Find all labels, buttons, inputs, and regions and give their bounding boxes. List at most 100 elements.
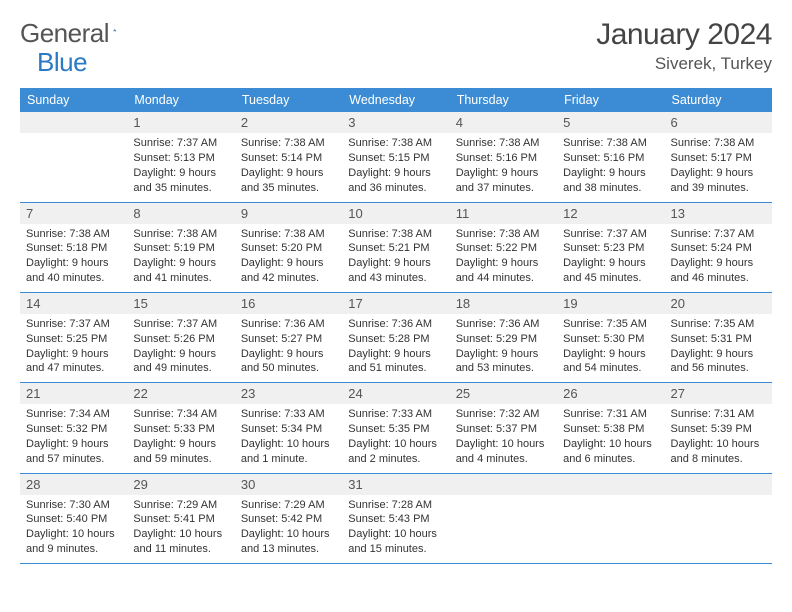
day-number: 7 [20, 203, 127, 224]
calendar-day-cell [20, 112, 127, 202]
day-number: 29 [127, 474, 234, 495]
day-number: 28 [20, 474, 127, 495]
calendar-day-cell: 5Sunrise: 7:38 AMSunset: 5:16 PMDaylight… [557, 112, 664, 202]
day-info: Sunrise: 7:35 AMSunset: 5:31 PMDaylight:… [665, 314, 772, 382]
day-number: 13 [665, 203, 772, 224]
calendar-week-row: 14Sunrise: 7:37 AMSunset: 5:25 PMDayligh… [20, 292, 772, 382]
calendar-day-cell: 30Sunrise: 7:29 AMSunset: 5:42 PMDayligh… [235, 473, 342, 563]
day-info: Sunrise: 7:34 AMSunset: 5:32 PMDaylight:… [20, 404, 127, 472]
calendar-day-cell: 16Sunrise: 7:36 AMSunset: 5:27 PMDayligh… [235, 292, 342, 382]
day-number: 1 [127, 112, 234, 133]
day-info: Sunrise: 7:38 AMSunset: 5:21 PMDaylight:… [342, 224, 449, 292]
day-number: 30 [235, 474, 342, 495]
logo-text-general: General [20, 18, 109, 49]
day-number: 11 [450, 203, 557, 224]
day-number: 6 [665, 112, 772, 133]
day-info: Sunrise: 7:35 AMSunset: 5:30 PMDaylight:… [557, 314, 664, 382]
calendar-day-cell: 3Sunrise: 7:38 AMSunset: 5:15 PMDaylight… [342, 112, 449, 202]
calendar-week-row: 21Sunrise: 7:34 AMSunset: 5:32 PMDayligh… [20, 383, 772, 473]
logo: General [20, 18, 137, 49]
calendar-day-cell: 28Sunrise: 7:30 AMSunset: 5:40 PMDayligh… [20, 473, 127, 563]
calendar-day-cell [557, 473, 664, 563]
day-info: Sunrise: 7:36 AMSunset: 5:27 PMDaylight:… [235, 314, 342, 382]
calendar-day-cell: 20Sunrise: 7:35 AMSunset: 5:31 PMDayligh… [665, 292, 772, 382]
day-number: 9 [235, 203, 342, 224]
day-info: Sunrise: 7:29 AMSunset: 5:41 PMDaylight:… [127, 495, 234, 563]
weekday-header: Saturday [665, 88, 772, 112]
empty-day-number [557, 474, 664, 495]
day-info: Sunrise: 7:38 AMSunset: 5:14 PMDaylight:… [235, 133, 342, 201]
calendar-day-cell: 1Sunrise: 7:37 AMSunset: 5:13 PMDaylight… [127, 112, 234, 202]
calendar-header-row: SundayMondayTuesdayWednesdayThursdayFrid… [20, 88, 772, 112]
day-info: Sunrise: 7:37 AMSunset: 5:26 PMDaylight:… [127, 314, 234, 382]
day-number: 4 [450, 112, 557, 133]
day-info: Sunrise: 7:34 AMSunset: 5:33 PMDaylight:… [127, 404, 234, 472]
day-info: Sunrise: 7:31 AMSunset: 5:38 PMDaylight:… [557, 404, 664, 472]
empty-day-number [450, 474, 557, 495]
weekday-header: Monday [127, 88, 234, 112]
day-number: 14 [20, 293, 127, 314]
calendar-day-cell: 31Sunrise: 7:28 AMSunset: 5:43 PMDayligh… [342, 473, 449, 563]
empty-day-number [20, 112, 127, 133]
weekday-header: Wednesday [342, 88, 449, 112]
day-info: Sunrise: 7:33 AMSunset: 5:34 PMDaylight:… [235, 404, 342, 472]
day-number: 22 [127, 383, 234, 404]
calendar-day-cell: 23Sunrise: 7:33 AMSunset: 5:34 PMDayligh… [235, 383, 342, 473]
day-info: Sunrise: 7:38 AMSunset: 5:15 PMDaylight:… [342, 133, 449, 201]
day-number: 15 [127, 293, 234, 314]
calendar-day-cell: 26Sunrise: 7:31 AMSunset: 5:38 PMDayligh… [557, 383, 664, 473]
day-info: Sunrise: 7:30 AMSunset: 5:40 PMDaylight:… [20, 495, 127, 563]
calendar-day-cell: 17Sunrise: 7:36 AMSunset: 5:28 PMDayligh… [342, 292, 449, 382]
day-info: Sunrise: 7:38 AMSunset: 5:17 PMDaylight:… [665, 133, 772, 201]
calendar-week-row: 7Sunrise: 7:38 AMSunset: 5:18 PMDaylight… [20, 202, 772, 292]
day-number: 16 [235, 293, 342, 314]
calendar-day-cell: 22Sunrise: 7:34 AMSunset: 5:33 PMDayligh… [127, 383, 234, 473]
day-number: 5 [557, 112, 664, 133]
calendar-day-cell: 10Sunrise: 7:38 AMSunset: 5:21 PMDayligh… [342, 202, 449, 292]
day-number: 25 [450, 383, 557, 404]
calendar-table: SundayMondayTuesdayWednesdayThursdayFrid… [20, 88, 772, 564]
day-info: Sunrise: 7:28 AMSunset: 5:43 PMDaylight:… [342, 495, 449, 563]
calendar-day-cell: 25Sunrise: 7:32 AMSunset: 5:37 PMDayligh… [450, 383, 557, 473]
calendar-day-cell: 11Sunrise: 7:38 AMSunset: 5:22 PMDayligh… [450, 202, 557, 292]
calendar-day-cell: 19Sunrise: 7:35 AMSunset: 5:30 PMDayligh… [557, 292, 664, 382]
day-number: 3 [342, 112, 449, 133]
calendar-day-cell [450, 473, 557, 563]
weekday-header: Tuesday [235, 88, 342, 112]
day-number: 12 [557, 203, 664, 224]
day-number: 17 [342, 293, 449, 314]
calendar-day-cell: 24Sunrise: 7:33 AMSunset: 5:35 PMDayligh… [342, 383, 449, 473]
header: General January 2024 Siverek, Turkey [20, 18, 772, 74]
sail-icon [113, 20, 116, 40]
logo-text-blue: Blue [37, 47, 87, 77]
day-number: 2 [235, 112, 342, 133]
day-info: Sunrise: 7:38 AMSunset: 5:16 PMDaylight:… [557, 133, 664, 201]
empty-day-number [665, 474, 772, 495]
day-info: Sunrise: 7:37 AMSunset: 5:24 PMDaylight:… [665, 224, 772, 292]
day-number: 10 [342, 203, 449, 224]
day-number: 24 [342, 383, 449, 404]
calendar-day-cell: 7Sunrise: 7:38 AMSunset: 5:18 PMDaylight… [20, 202, 127, 292]
calendar-day-cell: 29Sunrise: 7:29 AMSunset: 5:41 PMDayligh… [127, 473, 234, 563]
calendar-day-cell: 12Sunrise: 7:37 AMSunset: 5:23 PMDayligh… [557, 202, 664, 292]
calendar-day-cell: 4Sunrise: 7:38 AMSunset: 5:16 PMDaylight… [450, 112, 557, 202]
calendar-day-cell: 21Sunrise: 7:34 AMSunset: 5:32 PMDayligh… [20, 383, 127, 473]
calendar-day-cell: 14Sunrise: 7:37 AMSunset: 5:25 PMDayligh… [20, 292, 127, 382]
calendar-day-cell [665, 473, 772, 563]
day-number: 21 [20, 383, 127, 404]
calendar-week-row: 1Sunrise: 7:37 AMSunset: 5:13 PMDaylight… [20, 112, 772, 202]
weekday-header: Sunday [20, 88, 127, 112]
day-number: 26 [557, 383, 664, 404]
day-info: Sunrise: 7:38 AMSunset: 5:20 PMDaylight:… [235, 224, 342, 292]
day-info: Sunrise: 7:37 AMSunset: 5:23 PMDaylight:… [557, 224, 664, 292]
calendar-week-row: 28Sunrise: 7:30 AMSunset: 5:40 PMDayligh… [20, 473, 772, 563]
day-number: 31 [342, 474, 449, 495]
day-info: Sunrise: 7:31 AMSunset: 5:39 PMDaylight:… [665, 404, 772, 472]
weekday-header: Friday [557, 88, 664, 112]
day-number: 23 [235, 383, 342, 404]
calendar-body: 1Sunrise: 7:37 AMSunset: 5:13 PMDaylight… [20, 112, 772, 564]
day-info: Sunrise: 7:29 AMSunset: 5:42 PMDaylight:… [235, 495, 342, 563]
logo-blue-wrap: Blue [37, 47, 87, 78]
calendar-day-cell: 2Sunrise: 7:38 AMSunset: 5:14 PMDaylight… [235, 112, 342, 202]
day-info: Sunrise: 7:36 AMSunset: 5:28 PMDaylight:… [342, 314, 449, 382]
